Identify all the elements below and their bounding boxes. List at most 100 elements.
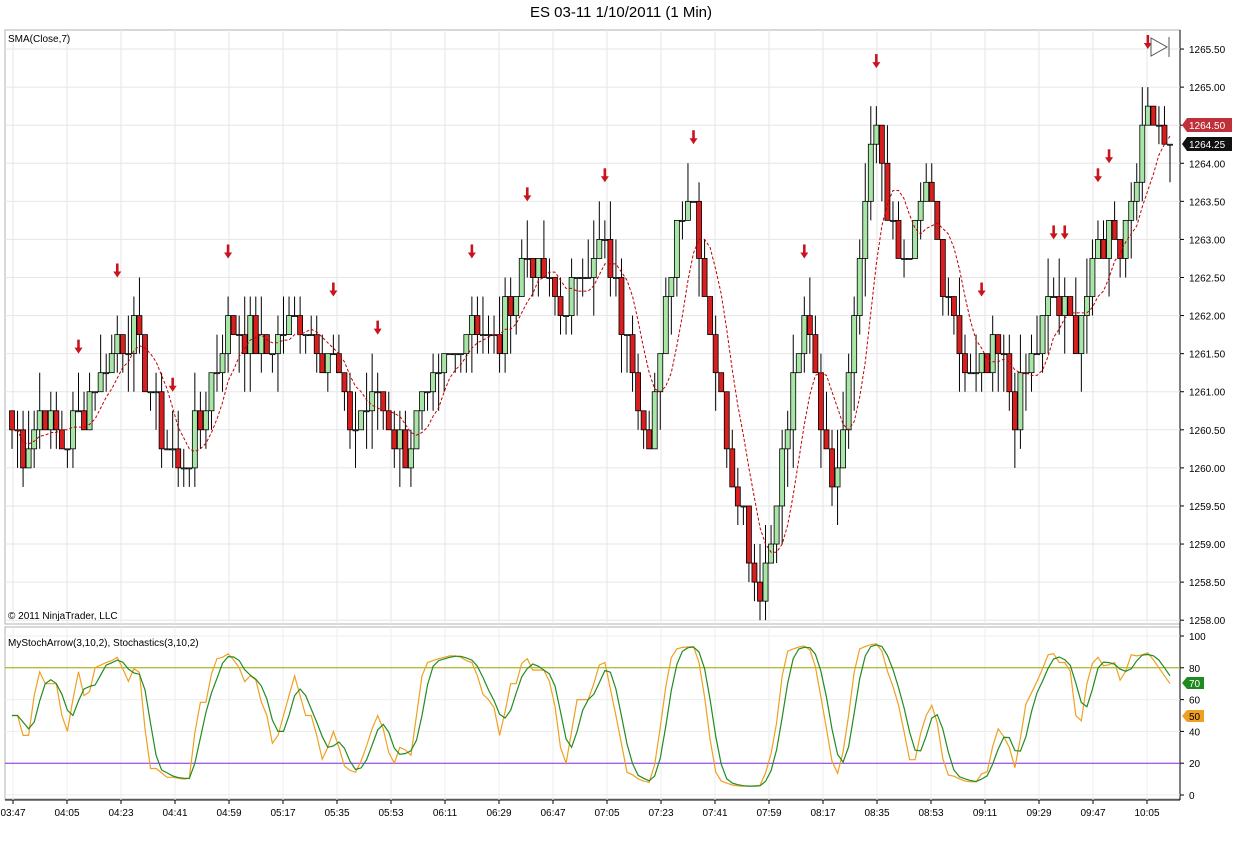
- candle-body: [635, 372, 641, 412]
- svg-text:50: 50: [1189, 712, 1201, 723]
- candle-body: [563, 315, 569, 317]
- candle-body: [734, 486, 741, 507]
- price-tick-label: 1265.50: [1189, 45, 1226, 56]
- candle-body: [601, 239, 608, 241]
- candle-body: [236, 334, 243, 337]
- candle-body: [1150, 105, 1157, 126]
- candle-body: [939, 239, 946, 297]
- candle-body: [912, 219, 919, 259]
- time-tick-label: 08:17: [810, 808, 835, 819]
- candle-body: [352, 429, 359, 432]
- down-arrow-shaft: [77, 339, 80, 349]
- candle-body: [64, 448, 71, 451]
- time-tick-label: 08:35: [864, 808, 889, 819]
- candle-body: [1095, 239, 1101, 259]
- candle-body: [690, 200, 697, 203]
- down-arrow-head: [1060, 233, 1069, 240]
- candle-body: [867, 143, 874, 202]
- candle-body: [1078, 315, 1085, 355]
- candle-body: [529, 258, 536, 278]
- candle-body: [330, 353, 337, 356]
- candle-body: [851, 315, 858, 374]
- candle-body: [208, 372, 215, 412]
- candle-body: [203, 410, 209, 431]
- down-arrow-shaft: [1096, 168, 1100, 178]
- candle-body: [751, 562, 758, 583]
- candle-body: [989, 334, 996, 374]
- price-tick-label: 1264.00: [1189, 159, 1226, 170]
- price-tick-label: 1261.50: [1189, 350, 1226, 361]
- candle-body: [818, 372, 824, 431]
- candle-body: [557, 296, 564, 316]
- candle-body: [1133, 181, 1140, 202]
- time-tick-label: 07:23: [648, 808, 673, 819]
- candle-body: [474, 315, 481, 336]
- candle-body: [1034, 353, 1040, 356]
- down-arrow-shaft: [803, 244, 806, 254]
- candle-body: [784, 429, 791, 450]
- candle-body: [341, 372, 348, 393]
- time-tick-label: 04:41: [162, 808, 187, 819]
- candle-body: [413, 410, 420, 450]
- last-price-badge-black: 1264.25: [1182, 137, 1232, 151]
- stoch-d-line: [12, 644, 1171, 787]
- candle-body: [917, 200, 924, 221]
- candle-body: [1045, 296, 1052, 316]
- candle-body: [773, 505, 780, 545]
- down-arrow-head: [600, 176, 609, 183]
- candle-body: [53, 410, 60, 431]
- sma-line: [12, 135, 1171, 553]
- time-tick-label: 06:29: [486, 808, 511, 819]
- candle-body: [541, 258, 547, 278]
- candle-body: [1061, 296, 1068, 316]
- candle-body: [906, 258, 913, 260]
- svg-text:1264.25: 1264.25: [1189, 140, 1226, 151]
- candle-body: [147, 391, 154, 394]
- candle-body: [928, 181, 935, 202]
- candle-body: [1072, 315, 1079, 355]
- time-tick-label: 04:05: [54, 808, 79, 819]
- candle-body: [590, 258, 597, 278]
- candle-body: [790, 372, 797, 431]
- candle-body: [385, 410, 392, 431]
- osc-tick-label: 60: [1189, 696, 1201, 707]
- oscillator-axis: 0 20 40 60 80 100: [1180, 632, 1206, 802]
- candle-body: [275, 334, 281, 355]
- time-tick-label: 04:23: [108, 808, 133, 819]
- candle-body: [408, 448, 414, 469]
- time-tick-label: 07:59: [756, 808, 781, 819]
- candle-body: [596, 239, 603, 259]
- candle-body: [629, 334, 636, 374]
- candle-body: [646, 429, 653, 450]
- scroll-right-icon[interactable]: [1150, 37, 1170, 57]
- candle-body: [214, 372, 220, 375]
- candle-body: [1106, 219, 1112, 259]
- time-tick-label: 09:47: [1080, 808, 1105, 819]
- down-arrow-head: [689, 138, 698, 145]
- down-arrow-head: [977, 290, 986, 297]
- down-arrow-head: [467, 252, 476, 259]
- down-arrow-shaft: [875, 54, 878, 64]
- candle-body: [308, 334, 315, 337]
- candle-body: [685, 200, 691, 221]
- candle-body: [1156, 124, 1162, 127]
- candle-body: [762, 562, 769, 602]
- down-arrow-shaft: [1063, 225, 1067, 235]
- osc-badge-green: 70: [1182, 677, 1204, 690]
- price-tick-label: 1265.00: [1189, 83, 1226, 94]
- candle-body: [153, 391, 159, 394]
- candle-body: [358, 410, 364, 431]
- candle-body: [125, 353, 132, 356]
- candle-body: [607, 239, 614, 278]
- candle-body: [1056, 296, 1063, 316]
- oscillator-indicator-label: MyStochArrow(3,10,2), Stochastics(3,10,2…: [8, 638, 199, 649]
- candle-body: [696, 200, 702, 259]
- candle-body: [618, 277, 625, 336]
- candle-body: [313, 334, 320, 355]
- price-tick-label: 1263.50: [1189, 197, 1226, 208]
- price-tick-label: 1260.00: [1189, 464, 1226, 475]
- candle-body: [546, 277, 553, 279]
- candle-body: [1011, 391, 1018, 431]
- candle-body: [884, 162, 891, 221]
- candle-body: [219, 353, 226, 374]
